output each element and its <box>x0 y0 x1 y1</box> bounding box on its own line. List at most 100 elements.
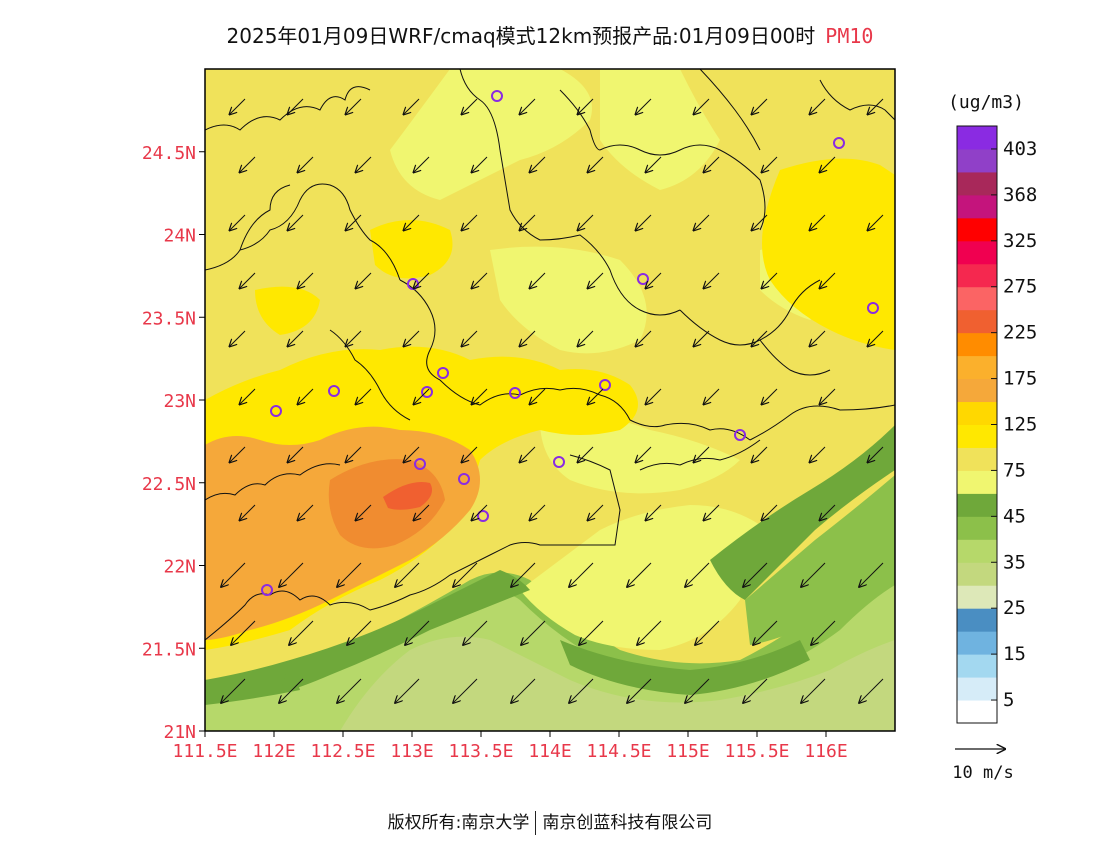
legend-swatch <box>957 608 997 632</box>
wind-arrow <box>704 504 720 520</box>
title-variable: PM10 <box>825 24 874 48</box>
wind-arrow <box>868 446 884 462</box>
wind-arrow <box>337 562 362 587</box>
wind-arrow <box>462 214 478 230</box>
wind-arrow <box>472 156 488 172</box>
city-marker <box>867 302 879 314</box>
wind-arrow <box>230 446 246 462</box>
wind-arrow <box>288 214 304 230</box>
wind-arrow <box>704 272 720 288</box>
wind-arrow <box>801 562 826 587</box>
legend-label: 35 <box>1003 551 1026 573</box>
wind-arrow <box>453 562 478 587</box>
legend-label: 25 <box>1003 597 1026 619</box>
wind-arrow <box>521 620 546 645</box>
wind-arrow <box>820 156 836 172</box>
lon-tick-label: 114.5E <box>586 741 651 762</box>
wind-arrow <box>810 98 826 114</box>
wind-arrow <box>694 330 710 346</box>
wind-arrow <box>414 504 430 520</box>
legend-swatch <box>957 171 997 196</box>
city-marker <box>491 90 503 102</box>
wind-arrow <box>569 562 594 587</box>
wind-arrow <box>347 620 372 645</box>
wind-arrow <box>404 330 420 346</box>
wind-arrow <box>820 504 836 520</box>
legend-swatch <box>957 355 997 380</box>
wind-arrow <box>859 562 884 587</box>
wind-arrow <box>704 388 720 404</box>
wind-arrow <box>743 678 768 703</box>
wind-arrow <box>288 446 304 462</box>
wind-arrow <box>356 388 372 404</box>
wind-arrow <box>868 98 884 114</box>
wind-arrow <box>636 98 652 114</box>
legend-swatch <box>957 217 997 242</box>
wind-arrow <box>405 620 430 645</box>
wind-arrow <box>279 678 304 703</box>
wind-arrow <box>762 272 778 288</box>
wind-arrow <box>414 272 430 288</box>
city-marker <box>509 387 521 399</box>
city-marker <box>637 273 649 285</box>
wind-vectors <box>221 98 884 703</box>
wind-arrow <box>289 620 314 645</box>
wind-arrow <box>240 388 256 404</box>
wind-arrow <box>752 98 768 114</box>
wind-arrow <box>462 446 478 462</box>
legend-swatch <box>957 700 997 724</box>
lon-tick-label: 116E <box>804 741 847 762</box>
lon-tick-label: 115.5E <box>724 741 789 762</box>
wind-arrow <box>743 562 768 587</box>
lat-tick-label: 24N <box>163 226 196 247</box>
wind-arrow <box>810 214 826 230</box>
wind-arrow <box>637 620 662 645</box>
wind-arrow <box>530 272 546 288</box>
city-marker <box>458 473 470 485</box>
wind-arrow <box>240 272 256 288</box>
wind-arrow <box>636 446 652 462</box>
wind-arrow <box>356 156 372 172</box>
wind-arrow <box>288 330 304 346</box>
lon-tick-label: 112.5E <box>310 741 375 762</box>
legend-label: 403 <box>1003 138 1037 160</box>
legend-label: 325 <box>1003 230 1037 252</box>
wind-arrow <box>520 98 536 114</box>
city-marker <box>328 385 340 397</box>
wind-arrow <box>762 388 778 404</box>
wind-arrow <box>588 504 604 520</box>
city-markers <box>261 90 879 596</box>
wind-arrow <box>578 446 594 462</box>
city-marker <box>437 367 449 379</box>
wind-arrow <box>646 388 662 404</box>
legend-swatch <box>957 447 997 471</box>
wind-arrow <box>511 678 536 703</box>
wind-arrow <box>404 446 420 462</box>
wind-arrow <box>810 330 826 346</box>
legend-label: 125 <box>1003 414 1037 436</box>
wind-arrow <box>646 272 662 288</box>
wind-arrow <box>462 98 478 114</box>
wind-arrow <box>530 388 546 404</box>
legend-unit: (ug/m3) <box>948 92 1024 113</box>
wind-arrow <box>811 620 836 645</box>
legend-label: 15 <box>1003 643 1026 665</box>
wind-arrow <box>346 330 362 346</box>
lon-tick-label: 115E <box>666 741 709 762</box>
wind-arrow <box>404 214 420 230</box>
lat-tick-label: 22.5N <box>142 474 196 495</box>
lat-tick-label: 21N <box>163 722 196 743</box>
wind-arrow <box>298 388 314 404</box>
wind-arrow <box>288 98 304 114</box>
wind-arrow <box>578 214 594 230</box>
wind-arrow <box>463 620 488 645</box>
wind-arrow <box>530 156 546 172</box>
wind-arrow <box>346 214 362 230</box>
legend-swatch <box>957 148 997 173</box>
wind-arrow <box>762 504 778 520</box>
legend-label: 45 <box>1003 505 1026 527</box>
wind-arrow <box>298 156 314 172</box>
wind-arrow <box>762 156 778 172</box>
wind-arrow <box>231 620 256 645</box>
legend-swatch <box>957 677 997 701</box>
